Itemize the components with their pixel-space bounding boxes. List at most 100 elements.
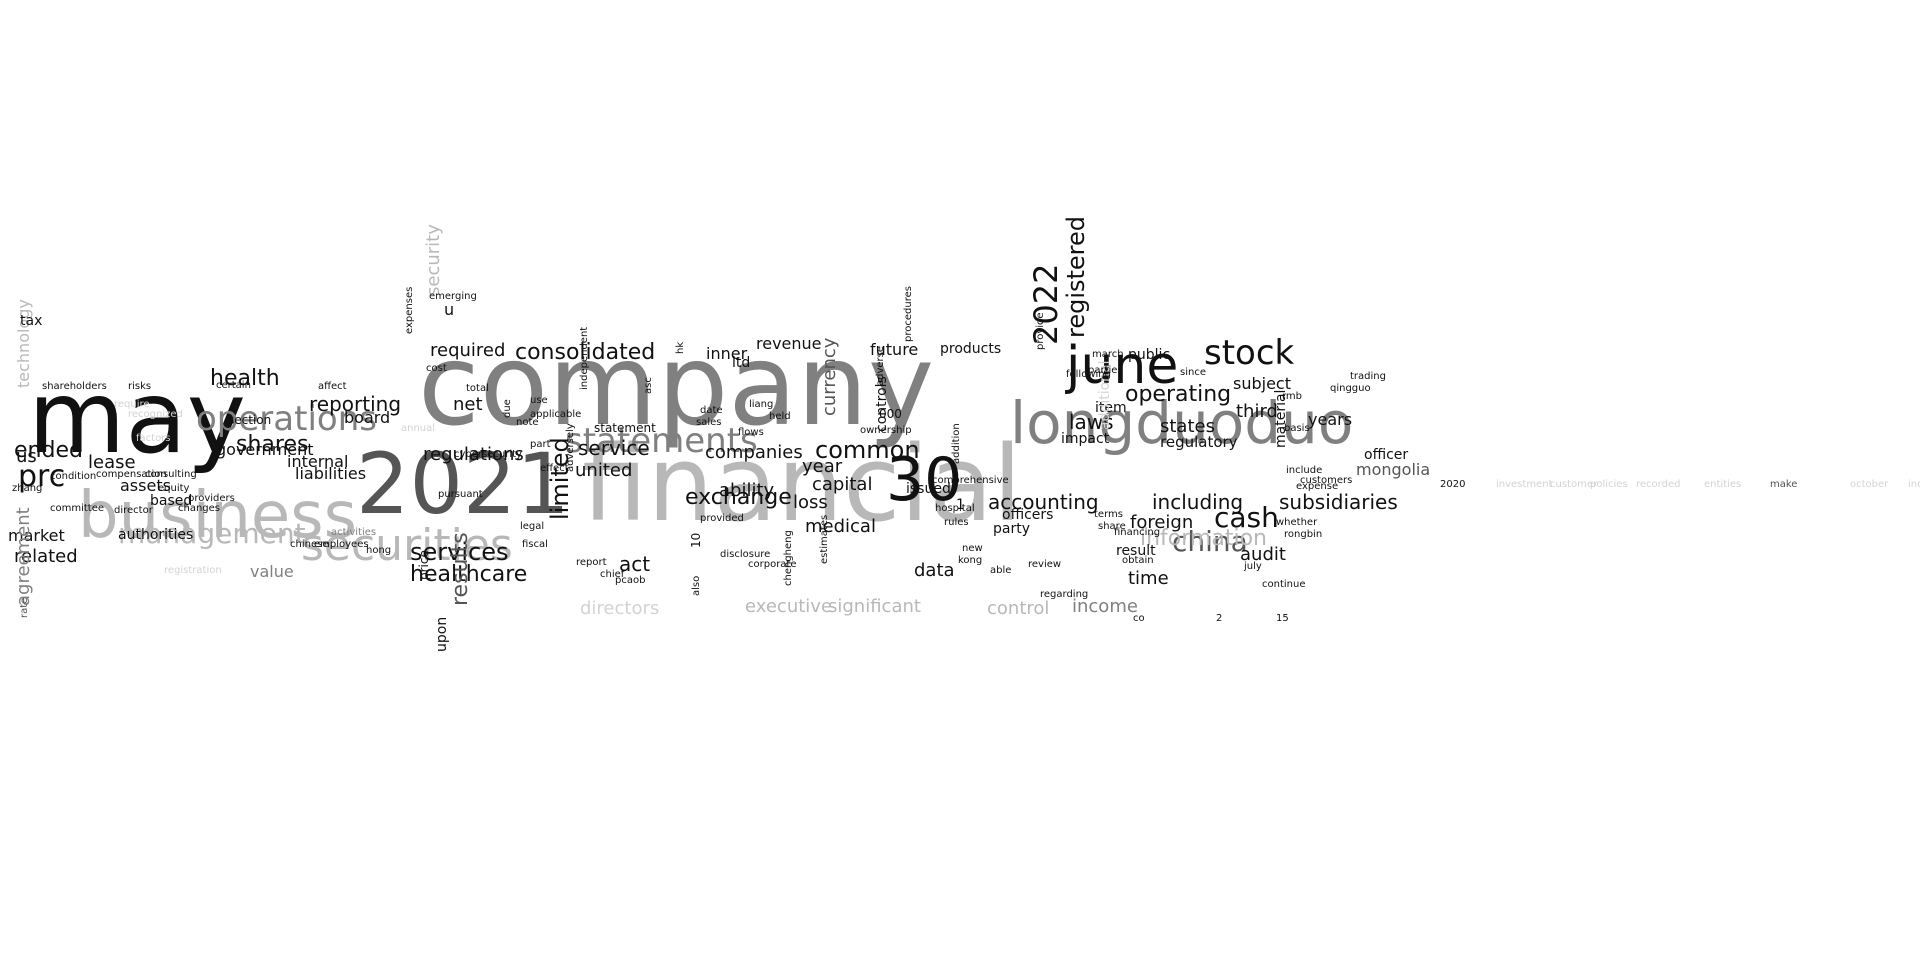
cloud-word: based (150, 493, 193, 509)
cloud-word: committee (50, 503, 105, 514)
cloud-word: liabilities (295, 464, 367, 483)
cloud-word: tax (20, 313, 43, 329)
cloud-word: regulations (423, 444, 524, 465)
cloud-word: date (700, 405, 723, 416)
cloud-word: comprehensive (932, 475, 1009, 486)
cloud-word: service (578, 436, 650, 460)
cloud-word: basis (1284, 423, 1310, 434)
cloud-word: u (444, 300, 455, 319)
cloud-word: march (1092, 349, 1124, 360)
cloud-word: corporate (748, 559, 797, 570)
cloud-word: longduoduo (1010, 389, 1354, 457)
cloud-word: results (448, 532, 473, 606)
cloud-word: healthcare (410, 562, 528, 587)
cloud-word: provide (1035, 312, 1046, 350)
cloud-word: recognized (128, 409, 183, 420)
cloud-word: new (962, 543, 983, 554)
cloud-word: section (228, 413, 272, 427)
cloud-word: able (990, 565, 1012, 576)
cloud-word: party (993, 521, 1030, 537)
cloud-word: subsidiaries (1279, 490, 1398, 514)
cloud-word: required (430, 340, 506, 361)
cloud-word: securities (301, 520, 513, 571)
cloud-word: since (1180, 367, 1206, 378)
cloud-word: services (410, 538, 509, 566)
cloud-word: item (1095, 400, 1127, 416)
cloud-word: cybersecurity (454, 449, 522, 460)
cloud-word: regarding (1040, 589, 1089, 600)
cloud-word: part (530, 439, 551, 450)
cloud-word: risks (128, 381, 152, 392)
cloud-word: years (1308, 410, 1353, 429)
cloud-word: june (1066, 336, 1179, 396)
cloud-word: july (1244, 561, 1262, 572)
cloud-word: ability (719, 480, 775, 501)
cloud-word: rmb (1282, 391, 1303, 402)
cloud-word: 2021 (356, 435, 570, 533)
cloud-word: authorities (118, 527, 194, 543)
cloud-word: rongbin (1284, 529, 1323, 540)
cloud-word: operations (196, 399, 377, 439)
cloud-word: loss (793, 492, 828, 513)
cloud-word: pcaob (615, 575, 646, 586)
cloud-word: co (1133, 613, 1145, 624)
cloud-word: equity (158, 483, 190, 494)
cloud-word: prc (18, 459, 66, 494)
cloud-word: provided (700, 513, 744, 524)
cloud-word: internal (287, 452, 349, 471)
cloud-word: third (1236, 401, 1278, 422)
cloud-word: 30 (886, 445, 963, 515)
cloud-word: chief (600, 569, 625, 580)
cloud-word: kong (958, 555, 983, 566)
cloud-word: adverse (875, 345, 886, 386)
cloud-word: 15 (1276, 613, 1289, 624)
cloud-word: make (1770, 479, 1798, 490)
cloud-word: trading (1350, 371, 1386, 382)
cloud-word: liang (749, 399, 774, 410)
cloud-word: regulatory (1160, 433, 1238, 451)
cloud-word: issued (906, 481, 951, 497)
cloud-word: operating (1125, 382, 1232, 407)
cloud-word: statement (594, 421, 656, 435)
cloud-word: year (802, 456, 843, 477)
cloud-word: laws (1069, 410, 1114, 434)
cloud-word: review (1028, 559, 1062, 570)
cloud-word: medical (805, 516, 876, 537)
cloud-word: states (1160, 416, 1215, 437)
cloud-word: government (216, 440, 314, 459)
cloud-word: affect (318, 381, 347, 392)
cloud-word: factors (136, 433, 171, 444)
cloud-word: condition (50, 471, 97, 482)
cloud-word: accounting (988, 490, 1099, 514)
cloud-word: 1 (956, 497, 965, 513)
cloud-word: parties (1088, 365, 1123, 376)
cloud-word: share (1098, 521, 1126, 532)
cloud-word: capital (812, 474, 873, 495)
cloud-word: hk (675, 341, 686, 354)
cloud-word: estimates (819, 514, 830, 564)
cloud-word: entities (1704, 479, 1742, 490)
cloud-word: us (16, 446, 37, 467)
cloud-word: procedures (903, 286, 914, 342)
cloud-word: upon (434, 616, 450, 652)
cloud-word: value (250, 562, 294, 581)
cloud-word: consolidated (515, 340, 656, 365)
cloud-word: directors (580, 598, 660, 619)
cloud-word: companies (705, 442, 803, 463)
cloud-word: registered (1062, 215, 1090, 338)
cloud-word: officer (1364, 447, 1409, 463)
cloud-word: including (1152, 490, 1244, 514)
cloud-word: business (78, 479, 357, 553)
cloud-word: hong (366, 545, 392, 556)
cloud-word: market (8, 526, 65, 545)
cloud-word: include (1286, 465, 1323, 476)
cloud-word: data (914, 560, 955, 581)
cloud-word: qingguo (1330, 383, 1371, 394)
cloud-word: foreign (1130, 512, 1194, 533)
cloud-word: ltd (732, 355, 751, 371)
cloud-word: executive (745, 596, 833, 617)
cloud-word: board (344, 408, 391, 427)
cloud-word: act (619, 552, 651, 576)
cloud-word: asc (643, 377, 654, 394)
